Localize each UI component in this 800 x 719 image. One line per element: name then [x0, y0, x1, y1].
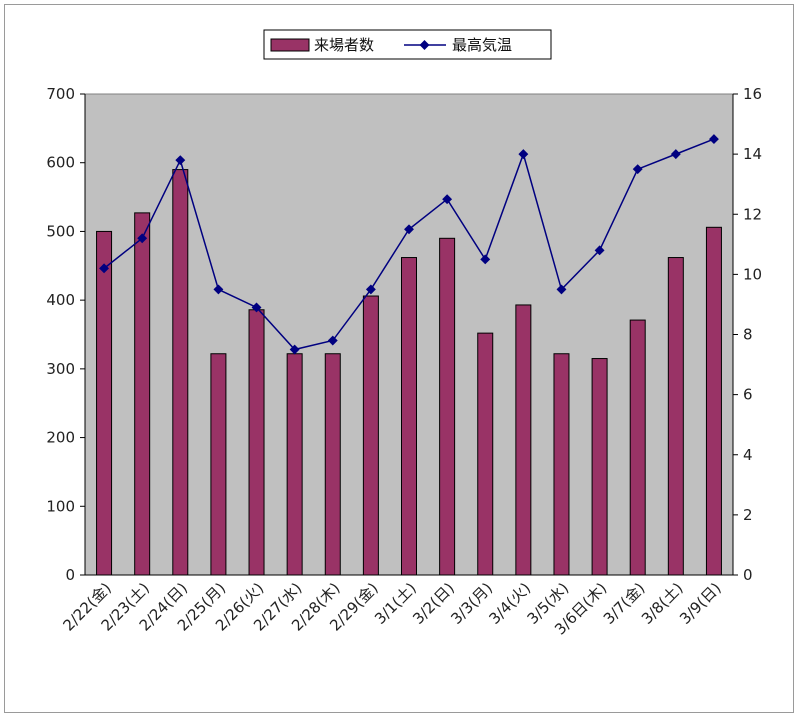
- right-tick-label: 4: [743, 446, 753, 464]
- point-16: [670, 149, 681, 160]
- point-2: [137, 233, 148, 244]
- category-labels: 2/22(金)2/23(土)2/24(日)2/25(月)2/26(火)2/27(…: [59, 579, 724, 638]
- legend-label-line: 最高気温: [452, 36, 512, 54]
- right-tick-label: 12: [743, 205, 762, 223]
- category-label-12: 3/4(火): [485, 579, 534, 628]
- left-tick-label: 200: [46, 429, 75, 447]
- point-6: [289, 344, 300, 355]
- category-label-9: 3/1(土): [371, 579, 420, 628]
- bar-17: [705, 226, 722, 576]
- bar-7: [324, 353, 341, 576]
- bar-8: [362, 295, 379, 576]
- legend: 来場者数 最高気温: [263, 29, 552, 60]
- bar-3: [172, 169, 189, 576]
- right-tick-label: 8: [743, 326, 753, 344]
- category-label-17: 3/9(日): [676, 579, 725, 628]
- left-tick-label: 400: [46, 291, 75, 309]
- left-tick-label: 100: [46, 497, 75, 515]
- right-axis-ticks: 0 2 4 6 8 10 12 14 16: [733, 85, 762, 584]
- right-tick-label: 2: [743, 506, 753, 524]
- right-tick-label: 16: [743, 85, 762, 103]
- left-tick-label: 500: [46, 222, 75, 240]
- bar-5: [248, 309, 265, 576]
- left-tick-label: 600: [46, 154, 75, 172]
- point-12: [518, 149, 529, 160]
- right-tick-label: 10: [743, 265, 762, 283]
- category-label-11: 3/3(月): [447, 579, 496, 628]
- point-10: [442, 194, 453, 205]
- category-label-10: 3/2(日): [409, 579, 458, 628]
- bar-13: [553, 353, 570, 576]
- bar-4: [210, 353, 227, 576]
- left-tick-label: 0: [65, 566, 75, 584]
- right-tick-label: 14: [743, 145, 762, 163]
- category-label-16: 3/8(土): [638, 579, 687, 628]
- point-4: [213, 284, 224, 295]
- bar-12: [515, 304, 532, 576]
- right-tick-label: 0: [743, 566, 753, 584]
- point-13: [556, 284, 567, 295]
- point-9: [404, 224, 414, 235]
- legend-bar-swatch: [270, 38, 310, 52]
- point-8: [365, 284, 376, 295]
- bar-14: [591, 358, 608, 576]
- bars-series: [96, 169, 722, 576]
- bar-1: [96, 230, 113, 576]
- bar-15: [629, 319, 646, 576]
- point-14: [594, 245, 605, 256]
- bar-10: [439, 237, 456, 576]
- category-label-15: 3/7(金): [600, 579, 649, 628]
- legend-label-bars: 来場者数: [314, 36, 374, 54]
- bar-6: [286, 353, 303, 576]
- bar-9: [401, 257, 417, 576]
- point-17: [708, 134, 719, 145]
- bar-11: [477, 332, 494, 576]
- point-7: [327, 335, 338, 346]
- left-axis-ticks: 0 100 200 300 400 500 600 700: [46, 85, 85, 584]
- point-3: [175, 155, 186, 166]
- left-tick-label: 700: [46, 85, 75, 103]
- point-15: [632, 164, 643, 175]
- right-tick-label: 6: [743, 386, 753, 404]
- bar-16: [667, 257, 684, 576]
- point-5: [251, 302, 262, 313]
- left-tick-label: 300: [46, 360, 75, 378]
- bar-2: [134, 212, 151, 576]
